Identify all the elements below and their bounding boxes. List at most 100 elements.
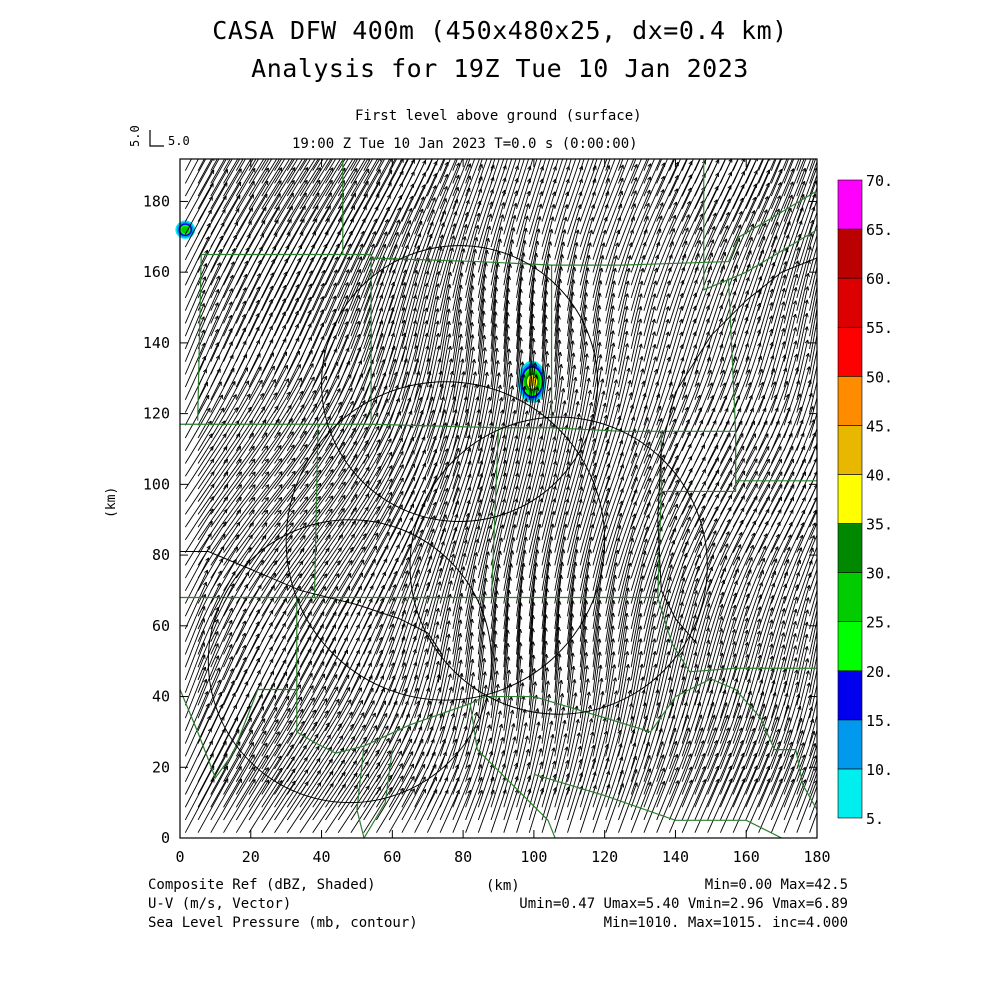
wind-vector — [503, 385, 514, 439]
wind-vector — [401, 662, 417, 706]
wind-vector — [579, 365, 589, 413]
footer-right-1: Min=0.00 Max=42.5 — [704, 877, 848, 893]
wind-vector — [516, 775, 531, 821]
wind-vector-head — [483, 359, 488, 364]
wind-vector — [197, 342, 219, 388]
wind-vector — [299, 309, 324, 362]
wind-vector — [184, 316, 205, 362]
wind-vector — [235, 471, 270, 515]
wind-vector-head — [482, 347, 487, 352]
wind-vector-head — [458, 646, 463, 651]
wind-vector — [745, 703, 765, 757]
wind-vector — [541, 473, 557, 528]
wind-vector — [503, 709, 514, 757]
wind-vector — [719, 556, 740, 604]
wind-vector-head — [693, 602, 698, 607]
wind-vector — [197, 533, 226, 579]
wind-vector — [745, 778, 771, 833]
wind-vector — [490, 485, 506, 540]
wind-vector — [490, 323, 497, 375]
wind-vector — [694, 640, 710, 693]
wind-vector-head — [473, 711, 479, 717]
wind-vector — [770, 534, 792, 579]
wind-vector — [503, 550, 514, 604]
wind-vector — [465, 725, 479, 770]
wind-vector — [707, 369, 725, 413]
wind-vector — [541, 485, 556, 540]
wind-vector — [528, 350, 535, 400]
wind-vector-head — [665, 613, 670, 618]
wind-vector-head — [823, 536, 826, 540]
wind-vector — [401, 345, 418, 400]
wind-vector — [809, 713, 817, 744]
wind-vector — [337, 440, 369, 490]
wind-vector-head — [826, 781, 829, 785]
wind-vector — [375, 307, 394, 362]
wind-vector — [707, 519, 731, 566]
wind-vector — [796, 597, 809, 642]
wind-vector — [630, 502, 651, 553]
wind-vector-head — [324, 389, 329, 394]
wind-vector — [707, 727, 730, 782]
wind-vector-head — [804, 621, 809, 626]
wind-vector-head — [258, 379, 263, 385]
wind-vector — [567, 600, 574, 655]
wind-vector — [770, 407, 791, 451]
wind-vector-head — [245, 380, 250, 385]
wind-vector — [363, 478, 393, 528]
wind-vector — [477, 512, 493, 566]
wind-vector — [184, 691, 209, 744]
wind-vector — [758, 182, 782, 235]
wind-vector-head — [525, 510, 530, 516]
wind-vector-head — [524, 735, 529, 740]
wind-vector — [299, 586, 326, 630]
wind-vector — [516, 498, 530, 553]
wind-vector-head — [251, 458, 256, 464]
wind-vector — [770, 741, 793, 795]
wind-vector-head — [545, 363, 550, 368]
wind-vector — [325, 736, 355, 783]
wind-vector-head — [447, 333, 452, 338]
wind-vector — [184, 483, 215, 528]
wind-vector — [732, 642, 748, 693]
wind-vector-head — [769, 643, 774, 648]
wind-vector — [618, 600, 629, 655]
wind-vector — [592, 255, 604, 299]
wind-vector — [363, 787, 393, 833]
wind-vector-head — [404, 570, 409, 575]
wind-vector — [554, 498, 569, 553]
wind-vector — [643, 254, 659, 299]
wind-vector — [248, 522, 281, 566]
wind-vector — [579, 745, 595, 795]
wind-vector — [439, 540, 456, 591]
wind-vector — [758, 741, 781, 795]
wind-vector-head — [804, 646, 809, 651]
wind-vector-head — [388, 478, 393, 483]
wind-vector-head — [792, 645, 798, 650]
wind-vector — [745, 446, 770, 490]
wind-vector — [261, 610, 287, 655]
wind-vector — [414, 687, 430, 731]
wind-vector-head — [285, 378, 290, 383]
wind-vector — [477, 434, 494, 490]
wind-vector-head — [584, 665, 589, 670]
wind-vector — [375, 384, 399, 439]
wind-vector-head — [563, 412, 568, 417]
wind-vector — [796, 560, 813, 604]
wind-vector — [299, 362, 326, 413]
wind-vector — [528, 191, 543, 235]
wind-vector — [579, 204, 595, 248]
wind-vector — [401, 423, 425, 477]
wind-vector — [656, 369, 672, 413]
wind-vector — [477, 486, 494, 540]
wind-vector — [554, 400, 566, 451]
wind-vector — [528, 314, 534, 362]
wind-vector — [439, 580, 452, 630]
wind-vector — [783, 633, 797, 681]
wind-vector — [707, 382, 726, 426]
wind-vector — [758, 433, 781, 477]
wind-vector — [809, 469, 817, 490]
wind-vector — [541, 166, 557, 210]
wind-vector-head — [470, 672, 476, 677]
wind-vector — [656, 503, 678, 553]
